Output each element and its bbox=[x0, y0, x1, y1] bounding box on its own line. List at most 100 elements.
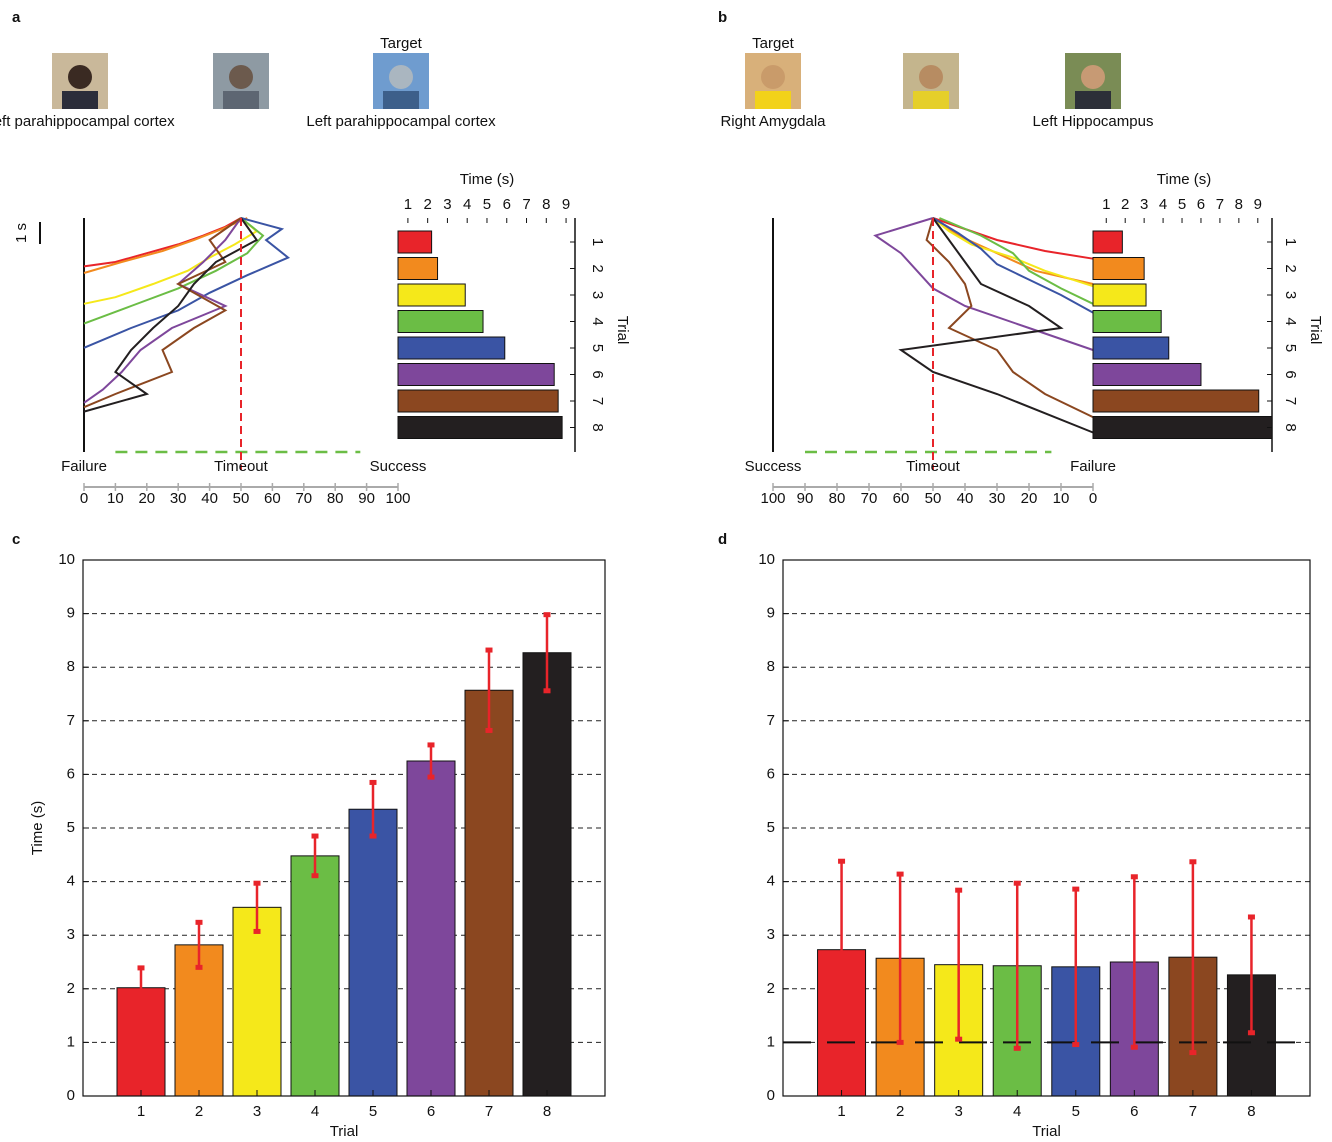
scale-tick-label: 80 bbox=[327, 490, 344, 507]
y-tick-label: 7 bbox=[767, 712, 775, 729]
bar-tick-label: 7 bbox=[522, 196, 530, 213]
error-bar bbox=[137, 965, 145, 1011]
outcome-label: Timeout bbox=[906, 458, 960, 475]
bar bbox=[464, 689, 514, 1097]
error-cap bbox=[311, 873, 319, 879]
y-axis-title: Time (s) bbox=[29, 801, 46, 855]
scale-tick-label: 90 bbox=[797, 490, 814, 507]
bar-tick-label: 4 bbox=[463, 196, 471, 213]
photo-face bbox=[919, 65, 943, 89]
bar bbox=[1092, 230, 1123, 254]
bar bbox=[1092, 363, 1202, 386]
error-cap bbox=[1247, 914, 1255, 920]
error-bar bbox=[195, 919, 203, 970]
error-cap bbox=[195, 964, 203, 970]
caption-box: Right Amygdala bbox=[720, 113, 825, 130]
error-cap bbox=[955, 887, 963, 893]
x-tick-label: 3 bbox=[954, 1103, 962, 1120]
trial-label: 3 bbox=[1282, 291, 1299, 299]
x-tick-label: 8 bbox=[543, 1103, 551, 1120]
y-tick-label: 0 bbox=[67, 1087, 75, 1104]
photo-face bbox=[68, 65, 92, 89]
scale-tick-label: 40 bbox=[957, 490, 974, 507]
x-axis-title: Trial bbox=[1032, 1123, 1061, 1140]
scale-bar-label: 1 s bbox=[13, 223, 30, 243]
image-caption: Left parahippocampal cortex bbox=[306, 113, 496, 130]
bar bbox=[290, 855, 340, 1097]
photo-face bbox=[229, 65, 253, 89]
error-cap bbox=[1130, 1044, 1138, 1050]
trajectory bbox=[83, 217, 242, 404]
bar bbox=[1092, 310, 1162, 333]
bar-tick-label: 1 bbox=[404, 196, 412, 213]
error-cap bbox=[427, 742, 435, 748]
trial-label: 5 bbox=[589, 344, 606, 352]
error-cap bbox=[1189, 859, 1197, 865]
y-tick-label: 1 bbox=[767, 1033, 775, 1050]
outcome-label: Success bbox=[370, 458, 427, 475]
bar-axis-title: Time (s) bbox=[460, 171, 514, 188]
x-tick-label: 8 bbox=[1247, 1103, 1255, 1120]
y-tick-label: 4 bbox=[767, 873, 775, 890]
bar bbox=[348, 808, 398, 1097]
bar-tick-label: 6 bbox=[503, 196, 511, 213]
error-cap bbox=[311, 833, 319, 839]
error-cap bbox=[369, 779, 377, 785]
bar bbox=[1092, 336, 1170, 360]
photo-face bbox=[1081, 65, 1105, 89]
error-cap bbox=[137, 1005, 145, 1011]
trajectory bbox=[83, 217, 259, 413]
panel-letter: c bbox=[12, 531, 20, 548]
trial-label: 4 bbox=[589, 317, 606, 325]
outcome-label: Timeout bbox=[214, 458, 268, 475]
error-cap bbox=[1013, 1045, 1021, 1051]
x-tick-label: 6 bbox=[427, 1103, 435, 1120]
bar-tick-label: 2 bbox=[423, 196, 431, 213]
y-tick-label: 7 bbox=[67, 712, 75, 729]
y-tick-label: 5 bbox=[767, 819, 775, 836]
error-cap bbox=[253, 880, 261, 886]
bar-tick-label: 5 bbox=[1178, 196, 1186, 213]
bar-tick-label: 8 bbox=[1235, 196, 1243, 213]
error-bar bbox=[1189, 859, 1197, 1056]
x-tick-label: 6 bbox=[1130, 1103, 1138, 1120]
scale-tick-label: 100 bbox=[760, 490, 785, 507]
trajectory bbox=[932, 217, 1094, 314]
image-label: Target bbox=[380, 35, 423, 52]
scale-tick-label: 20 bbox=[138, 490, 155, 507]
image-label: Target bbox=[752, 35, 795, 52]
error-cap bbox=[1189, 1050, 1197, 1056]
y-tick-label: 5 bbox=[67, 819, 75, 836]
scale-tick-label: 40 bbox=[201, 490, 218, 507]
bar-tick-label: 2 bbox=[1121, 196, 1129, 213]
error-cap bbox=[253, 928, 261, 934]
scale-tick-label: 70 bbox=[295, 490, 312, 507]
photo-body bbox=[383, 91, 419, 109]
x-tick-label: 4 bbox=[1013, 1103, 1021, 1120]
image-caption: Left parahippocampal cortex bbox=[0, 113, 175, 130]
error-cap bbox=[137, 965, 145, 971]
error-cap bbox=[838, 858, 846, 864]
trajectory bbox=[932, 217, 1094, 288]
trial-label: 1 bbox=[1282, 238, 1299, 246]
error-cap bbox=[543, 612, 551, 618]
bar-tick-label: 9 bbox=[1254, 196, 1262, 213]
scale-tick-label: 0 bbox=[1089, 490, 1097, 507]
image-caption: Left Hippocampus bbox=[1032, 113, 1154, 130]
x-tick-label: 5 bbox=[369, 1103, 377, 1120]
bar bbox=[397, 336, 506, 360]
bar-tick-label: 3 bbox=[1140, 196, 1148, 213]
error-bar bbox=[896, 871, 904, 1045]
trial-label: 2 bbox=[589, 264, 606, 272]
trajectory bbox=[939, 217, 1094, 305]
bar-tick-label: 7 bbox=[1216, 196, 1224, 213]
x-tick-label: 7 bbox=[1189, 1103, 1197, 1120]
error-bar bbox=[1247, 914, 1255, 1036]
bar-tick-label: 3 bbox=[443, 196, 451, 213]
y-tick-label: 8 bbox=[67, 658, 75, 675]
y-tick-label: 0 bbox=[767, 1087, 775, 1104]
bar-tick-label: 1 bbox=[1102, 196, 1110, 213]
scale-tick-label: 10 bbox=[107, 490, 124, 507]
y-tick-label: 9 bbox=[767, 605, 775, 622]
bar-tick-label: 6 bbox=[1197, 196, 1205, 213]
